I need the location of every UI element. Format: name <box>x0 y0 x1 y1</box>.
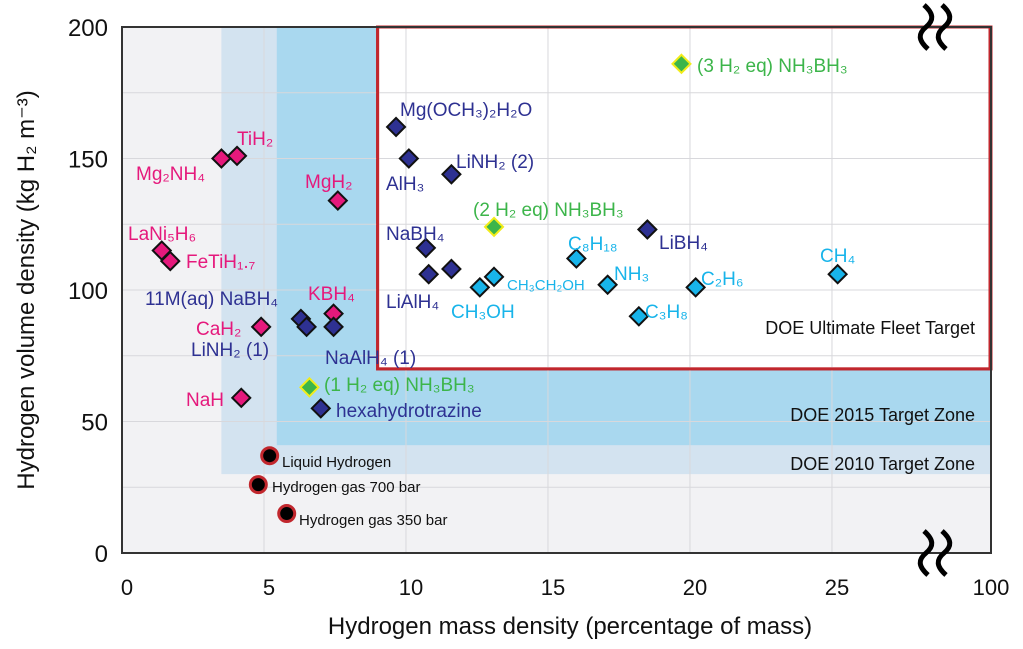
point-marker <box>277 504 297 524</box>
point-label: Liquid Hydrogen <box>282 454 391 471</box>
point-label: LiAlH₄ <box>386 292 439 313</box>
y-tick-label: 200 <box>68 15 108 42</box>
axis-break-icon <box>935 3 953 51</box>
point-label: NaAlH₄ (1) <box>325 348 416 369</box>
point-marker <box>226 145 248 167</box>
point-label: NaH <box>186 390 224 411</box>
zone-doe-ultimate-label: DOE Ultimate Fleet Target <box>765 318 975 338</box>
point-marker <box>299 376 320 398</box>
x-tick-label: 20 <box>683 575 707 600</box>
point-label: NaBH₄ <box>386 224 445 245</box>
point-label: NH₃ <box>614 264 649 285</box>
axis-break-icon <box>935 529 953 577</box>
point-label: Mg(OCH₃)₂H₂O <box>400 100 532 121</box>
point-label: LiNH₂ (1) <box>191 340 269 361</box>
point-label: C₃H₈ <box>645 302 688 323</box>
point-marker <box>469 276 491 298</box>
data-points <box>151 53 849 524</box>
point-marker <box>636 219 658 240</box>
zone-doe-2010-label: DOE 2010 Target Zone <box>790 454 975 474</box>
point-label: LaNi₅H₆ <box>128 224 196 245</box>
y-tick-label: 0 <box>95 541 108 568</box>
point-marker <box>628 305 650 327</box>
point-marker <box>323 316 344 338</box>
tick-labels: 0 5 10 15 20 25 100 0 50 100 150 200 <box>68 15 1009 600</box>
point-marker <box>671 53 692 75</box>
point-label: LiBH₄ <box>659 233 708 254</box>
point-marker <box>385 116 407 138</box>
point-marker <box>327 190 349 211</box>
point-label: MgH₂ <box>305 172 353 193</box>
point-marker <box>418 263 440 285</box>
point-marker <box>441 258 462 280</box>
x-tick-label: 5 <box>263 575 275 600</box>
point-label: LiNH₂ (2) <box>456 152 534 173</box>
point-label: (3 H₂ eq) NH₃BH₃ <box>697 56 848 77</box>
point-label: Hydrogen gas 700 bar <box>272 479 420 496</box>
point-label: C₂H₆ <box>701 269 743 290</box>
point-marker <box>159 250 181 272</box>
plot-frame <box>121 26 992 554</box>
point-marker <box>310 397 332 419</box>
point-label: Mg₂NH₄ <box>136 164 205 185</box>
point-marker <box>210 148 232 169</box>
axis-break-marks <box>917 3 953 577</box>
point-marker <box>827 263 849 285</box>
point-label: 11M(aq) NaBH₄ <box>145 289 278 310</box>
point-marker <box>398 148 420 169</box>
y-axis-title: Hydrogen volume density (kg H₂ m⁻³) <box>13 90 40 489</box>
point-label: CaH₂ <box>196 319 241 340</box>
point-marker <box>296 316 318 338</box>
point-label: CH₃CH₂OH <box>507 277 585 294</box>
x-axis-title: Hydrogen mass density (percentage of mas… <box>328 613 812 640</box>
point-label: FeTiH₁.₇ <box>186 252 255 273</box>
point-label: KBH₄ <box>308 284 355 305</box>
point-label: (2 H₂ eq) NH₃BH₃ <box>473 200 624 221</box>
axis-break-icon <box>917 3 935 51</box>
x-break-tick-label: 100 <box>973 575 1010 600</box>
point-marker <box>483 266 505 288</box>
point-label: C₈H₁₈ <box>568 234 618 255</box>
x-tick-label: 10 <box>399 575 423 600</box>
zone-labels: DOE 2010 Target Zone DOE 2015 Target Zone… <box>765 318 975 474</box>
point-label: hexahydrotrazine <box>336 401 482 422</box>
point-labels: Mg(OCH₃)₂H₂O AlH₃ LiNH₂ (2) NaBH₄ LiAlH₄ (2 H… <box>128 56 855 529</box>
y-tick-label: 50 <box>81 410 108 437</box>
point-marker <box>250 316 272 338</box>
x-tick-label: 25 <box>825 575 849 600</box>
axis-break-icon <box>917 529 935 577</box>
point-label: TiH₂ <box>237 129 273 150</box>
point-label: AlH₃ <box>386 174 424 195</box>
y-tick-label: 100 <box>68 278 108 305</box>
y-tick-label: 150 <box>68 147 108 174</box>
point-marker <box>260 446 280 466</box>
point-label: Hydrogen gas 350 bar <box>299 512 447 529</box>
point-marker <box>248 475 268 495</box>
point-label: (1 H₂ eq) NH₃BH₃ <box>324 375 475 396</box>
point-label: CH₃OH <box>451 302 515 323</box>
point-marker <box>483 216 505 238</box>
point-marker <box>230 387 252 409</box>
x-tick-label: 0 <box>121 575 133 600</box>
point-marker <box>565 248 587 269</box>
point-marker <box>415 237 437 259</box>
x-tick-label: 15 <box>541 575 565 600</box>
point-marker <box>597 274 619 296</box>
point-marker <box>685 276 707 298</box>
point-marker <box>441 163 462 185</box>
zone-doe-2015-label: DOE 2015 Target Zone <box>790 405 975 425</box>
point-label: CH₄ <box>820 246 855 267</box>
